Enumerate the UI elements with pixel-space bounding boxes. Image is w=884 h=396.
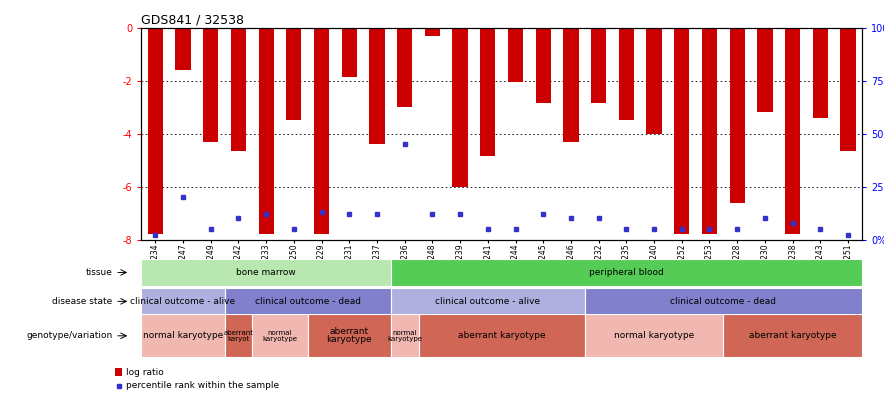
Bar [812, 28, 828, 118]
Bar [391, 288, 585, 315]
Text: aberrant
karyot: aberrant karyot [224, 330, 254, 342]
Text: percentile rank within the sample: percentile rank within the sample [126, 381, 279, 390]
Bar [785, 28, 800, 234]
Bar [591, 28, 606, 103]
Bar [141, 314, 225, 357]
Bar [536, 28, 551, 103]
Bar [758, 28, 773, 112]
Text: normal karyotype: normal karyotype [614, 331, 694, 340]
Bar [563, 28, 578, 142]
Text: normal
karyotype: normal karyotype [387, 330, 423, 342]
Text: log ratio: log ratio [126, 367, 164, 377]
Bar [585, 314, 723, 357]
Text: peripheral blood: peripheral blood [589, 268, 664, 277]
Bar [225, 314, 252, 357]
Bar [141, 259, 391, 286]
Bar [141, 288, 225, 315]
Text: clinical outcome - alive: clinical outcome - alive [435, 297, 540, 306]
Bar [225, 288, 391, 315]
Bar [148, 28, 163, 234]
Bar [841, 28, 856, 151]
Bar [231, 28, 246, 151]
Text: tissue: tissue [86, 268, 112, 277]
Bar [480, 28, 495, 156]
Text: GDS841 / 32538: GDS841 / 32538 [141, 13, 245, 27]
Text: aberrant karyotype: aberrant karyotype [749, 331, 836, 340]
Bar [585, 288, 862, 315]
Bar [646, 28, 662, 133]
Bar [508, 28, 523, 82]
Bar [252, 314, 308, 357]
Text: clinical outcome - alive: clinical outcome - alive [131, 297, 235, 306]
Bar [723, 314, 862, 357]
Bar [370, 28, 385, 144]
Bar [391, 259, 862, 286]
Bar [391, 314, 418, 357]
Bar [619, 28, 634, 120]
Text: bone marrow: bone marrow [236, 268, 296, 277]
Text: normal
karyotype: normal karyotype [263, 330, 298, 342]
Bar [314, 28, 329, 234]
Bar [115, 368, 122, 376]
Text: disease state: disease state [52, 297, 112, 306]
Text: clinical outcome - dead: clinical outcome - dead [670, 297, 776, 306]
Bar [425, 28, 440, 36]
Bar [286, 28, 301, 120]
Bar [418, 314, 585, 357]
Bar [674, 28, 690, 234]
Text: genotype/variation: genotype/variation [27, 331, 112, 340]
Bar [175, 28, 191, 70]
Bar [258, 28, 274, 234]
Bar [729, 28, 745, 202]
Bar [203, 28, 218, 142]
Bar [453, 28, 468, 187]
Bar [308, 314, 391, 357]
Text: aberrant
karyotype: aberrant karyotype [326, 327, 372, 345]
Bar [341, 28, 357, 77]
Text: normal karyotype: normal karyotype [143, 331, 223, 340]
Bar [397, 28, 412, 107]
Text: clinical outcome - dead: clinical outcome - dead [255, 297, 361, 306]
Text: aberrant karyotype: aberrant karyotype [458, 331, 545, 340]
Bar [702, 28, 717, 234]
